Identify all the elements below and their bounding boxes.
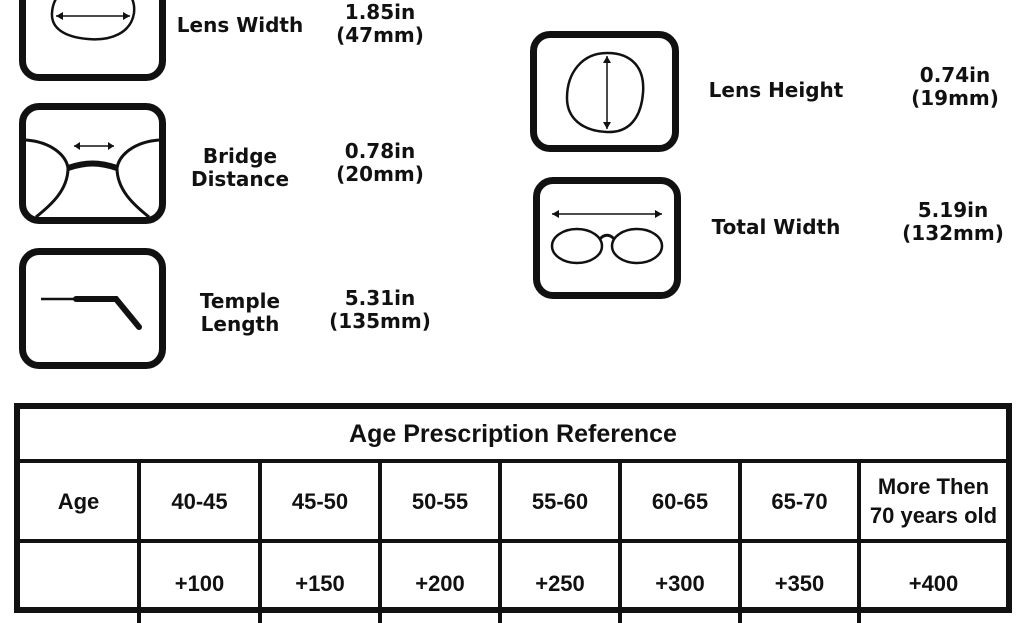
bridge-distance-icon [19, 103, 166, 224]
value-cell: +200 [378, 543, 498, 623]
total-width-value: 5.19in (132mm) [902, 198, 1004, 245]
temple-length-value: 5.31in (135mm) [329, 286, 431, 333]
value-cell: +150 [258, 543, 378, 623]
lens-height-value: 0.74in (19mm) [911, 63, 999, 110]
table-header-row: Age 40-45 45-50 50-55 55-60 60-65 65-70 … [20, 463, 1006, 543]
age-prescription-table: Age Prescription Reference Age 40-45 45-… [14, 403, 1012, 623]
value-cell: +350 [738, 543, 857, 623]
temple-length-icon [19, 248, 166, 369]
temple-length-label: Temple Length [199, 289, 281, 336]
header-cell: More Then 70 years old [857, 463, 1006, 539]
value-cell: +100 [137, 543, 258, 623]
header-cell: 60-65 [618, 463, 738, 539]
header-cell: 40-45 [137, 463, 258, 539]
header-cell: 55-60 [498, 463, 618, 539]
header-cell: 45-50 [258, 463, 378, 539]
lens-height-icon [530, 31, 679, 152]
bridge-distance-label: Bridge Distance [190, 144, 290, 191]
value-cell [20, 543, 137, 623]
table-title: Age Prescription Reference [20, 409, 1006, 463]
lens-height-label: Lens Height [708, 78, 844, 102]
header-cell: Age [57, 488, 100, 514]
lens-width-label: Lens Width [176, 13, 304, 37]
header-cell: 65-70 [738, 463, 857, 539]
value-cell: +400 [857, 543, 1006, 623]
value-cell: +300 [618, 543, 738, 623]
bridge-distance-value: 0.78in (20mm) [336, 139, 424, 186]
lens-width-icon [19, 0, 166, 81]
total-width-label: Total Width [711, 215, 841, 239]
total-width-icon [533, 177, 681, 299]
value-cell: +250 [498, 543, 618, 623]
header-cell: 50-55 [378, 463, 498, 539]
lens-width-value: 1.85in (47mm) [336, 0, 424, 47]
table-value-row: +100 +150 +200 +250 +300 +350 +400 [20, 543, 1006, 623]
